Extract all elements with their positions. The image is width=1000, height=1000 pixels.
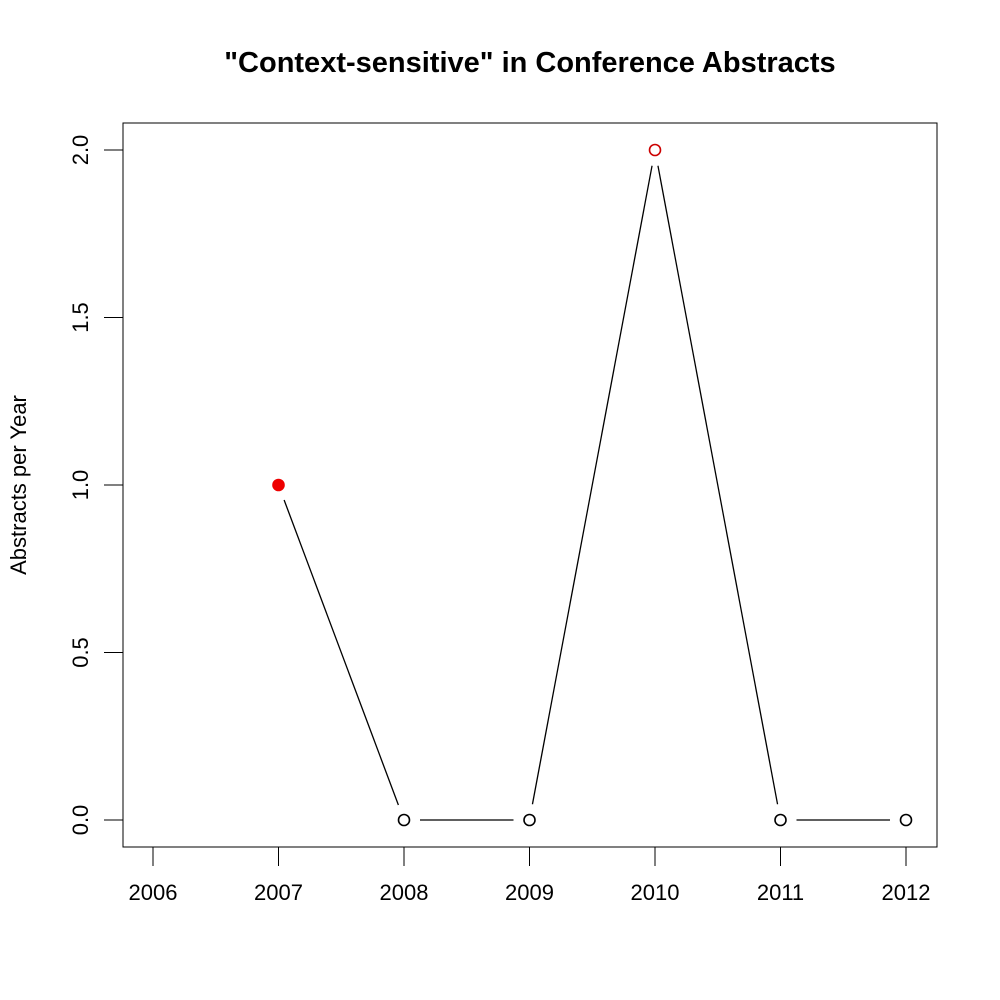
chart-title: "Context-sensitive" in Conference Abstra… <box>224 47 835 79</box>
x-tick-label: 2006 <box>129 880 178 905</box>
series-points <box>272 143 913 827</box>
x-tick-label: 2010 <box>631 880 680 905</box>
series-line <box>283 165 890 821</box>
x-tick-label: 2009 <box>505 880 554 905</box>
data-point <box>397 813 411 827</box>
data-point <box>648 143 662 157</box>
data-point <box>899 813 913 827</box>
x-axis: 2006 2007 2008 2009 2010 2011 2012 <box>129 846 931 905</box>
line-segment <box>531 165 653 805</box>
data-point <box>523 813 536 827</box>
line-segment <box>657 165 779 805</box>
y-tick-label: 1.5 <box>68 302 93 333</box>
y-tick-label: 1.0 <box>68 470 93 501</box>
line-segment <box>283 499 399 806</box>
x-tick-label: 2008 <box>380 880 429 905</box>
y-tick-label: 0.0 <box>68 805 93 836</box>
y-axis-label: Abstracts per Year <box>6 395 31 575</box>
x-tick-label: 2012 <box>882 880 931 905</box>
plot-frame <box>122 122 938 848</box>
x-tick-label: 2007 <box>254 880 303 905</box>
data-point <box>272 478 285 492</box>
y-tick-label: 0.5 <box>68 637 93 668</box>
data-point <box>774 813 787 827</box>
x-tick-label: 2011 <box>757 880 804 905</box>
y-axis: 0.0 0.5 1.0 1.5 2.0 <box>68 135 124 836</box>
y-tick-label: 2.0 <box>68 135 93 166</box>
